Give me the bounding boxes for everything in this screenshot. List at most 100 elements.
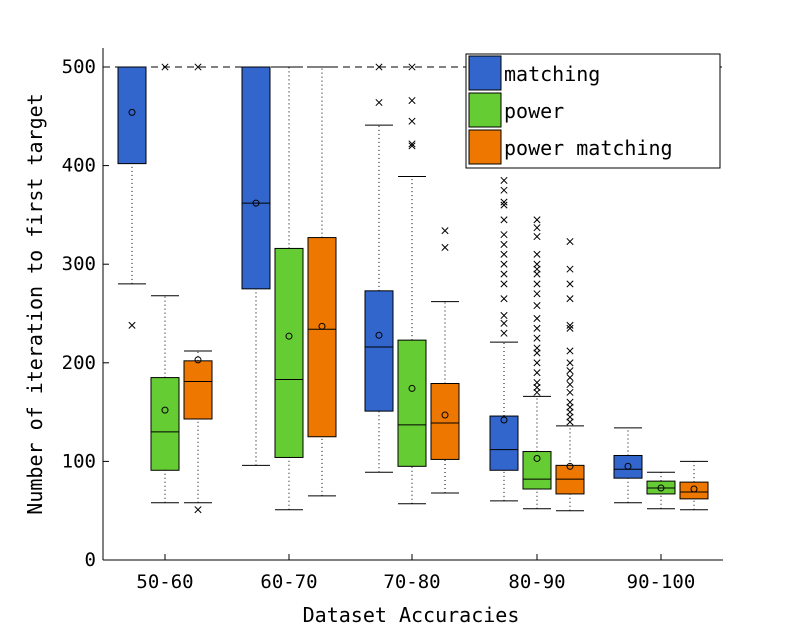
outlier-point xyxy=(500,270,508,278)
box-matching-90-100 xyxy=(613,427,643,504)
outlier-point xyxy=(566,374,574,382)
outlier-point xyxy=(533,378,541,387)
outlier-point xyxy=(500,216,508,224)
box-power-matching-90-100 xyxy=(679,460,709,511)
outlier-point xyxy=(566,324,574,332)
outlier-point xyxy=(533,260,541,268)
legend-label: power matching xyxy=(504,136,673,160)
box-power-matching-80-90 xyxy=(555,237,585,512)
y-tick-label: 400 xyxy=(62,155,96,177)
axes xyxy=(102,48,723,561)
iqr-box xyxy=(274,247,304,458)
iqr-box xyxy=(613,454,643,479)
outlier-point xyxy=(566,398,574,406)
outlier-point xyxy=(500,260,508,268)
box-power-matching-60-70 xyxy=(307,66,337,497)
outlier-point xyxy=(500,295,508,303)
y-tick-label: 500 xyxy=(62,56,96,78)
outlier-point xyxy=(500,319,508,327)
outlier-point xyxy=(566,237,574,246)
mean-marker xyxy=(375,331,383,339)
outlier-point xyxy=(375,98,383,107)
outlier-point xyxy=(533,233,541,241)
y-tick-label: 200 xyxy=(62,352,96,374)
box-power-70-80 xyxy=(397,63,427,505)
outlier-point xyxy=(441,243,449,251)
outlier-point xyxy=(566,295,574,303)
mean-marker xyxy=(285,332,293,340)
x-tick-label: 90-100 xyxy=(627,571,696,593)
iqr-box xyxy=(183,360,213,420)
iqr-box xyxy=(489,415,519,471)
iqr-box xyxy=(307,237,337,438)
box-power-80-90 xyxy=(522,216,552,510)
mean-marker xyxy=(500,416,508,424)
iqr-box xyxy=(241,66,271,290)
legend-swatch xyxy=(468,92,502,128)
outlier-point xyxy=(533,344,541,352)
outlier-point xyxy=(500,250,508,258)
box-matching-80-90 xyxy=(489,176,519,502)
outlier-point xyxy=(566,380,574,389)
outlier-point xyxy=(533,290,541,298)
outlier-point xyxy=(500,280,508,288)
outlier-point xyxy=(566,280,574,288)
outlier-point xyxy=(500,176,508,184)
outlier-point xyxy=(128,321,136,329)
legend-swatch xyxy=(468,55,502,91)
mean-marker xyxy=(194,356,202,364)
box-power-matching-70-80 xyxy=(430,227,460,494)
x-tick-label: 60-70 xyxy=(260,571,317,593)
box-matching-60-70 xyxy=(241,66,271,466)
outlier-point xyxy=(533,280,541,288)
legend: matching power power matching xyxy=(465,53,721,169)
outlier-point xyxy=(194,63,202,71)
outlier-point xyxy=(533,334,541,342)
outlier-point xyxy=(194,506,202,514)
legend-label: power xyxy=(504,99,564,123)
box-power-90-100 xyxy=(646,471,676,510)
mean-marker xyxy=(533,454,541,462)
mean-marker xyxy=(566,462,574,470)
y-tick-label: 100 xyxy=(62,450,96,472)
outlier-point xyxy=(533,314,541,322)
box-power-50-60 xyxy=(150,63,180,504)
outlier-point xyxy=(408,63,416,71)
y-tick-label: 0 xyxy=(85,549,96,571)
y-tick-label: 300 xyxy=(62,253,96,275)
outlier-point xyxy=(533,324,541,332)
x-tick-labels: 50-60 60-70 70-80 80-90 90-100 xyxy=(136,554,695,593)
y-axis-label: Number of iteration to first target xyxy=(23,93,47,514)
outlier-point xyxy=(533,359,541,367)
outlier-point xyxy=(533,216,541,224)
outlier-point xyxy=(500,240,508,249)
mean-marker xyxy=(128,108,136,116)
iqr-box xyxy=(364,290,394,412)
box-matching-70-80 xyxy=(364,63,394,473)
outlier-point xyxy=(566,347,574,355)
iqr-box xyxy=(522,451,552,490)
outlier-point xyxy=(408,140,416,148)
outlier-point xyxy=(408,142,416,150)
iqr-box xyxy=(397,339,427,467)
mean-marker xyxy=(408,384,416,392)
mean-marker xyxy=(690,485,698,493)
box-power-60-70 xyxy=(274,66,304,511)
mean-marker xyxy=(252,199,260,207)
y-tick-labels: 0 100 200 300 400 500 xyxy=(62,56,109,571)
outlier-point xyxy=(161,63,169,71)
outlier-point xyxy=(500,201,508,209)
outlier-point xyxy=(441,227,449,235)
outlier-point xyxy=(500,198,508,206)
iqr-box xyxy=(150,377,180,471)
x-axis-label: Dataset Accuracies xyxy=(303,603,520,627)
outlier-point xyxy=(500,311,508,320)
outlier-point xyxy=(566,321,574,329)
x-tick-label: 80-90 xyxy=(508,571,565,593)
box-matching-50-60 xyxy=(117,66,147,329)
x-tick-label: 50-60 xyxy=(136,571,193,593)
iqr-box xyxy=(679,481,709,500)
outlier-point xyxy=(500,231,508,239)
legend-swatch xyxy=(468,129,502,165)
